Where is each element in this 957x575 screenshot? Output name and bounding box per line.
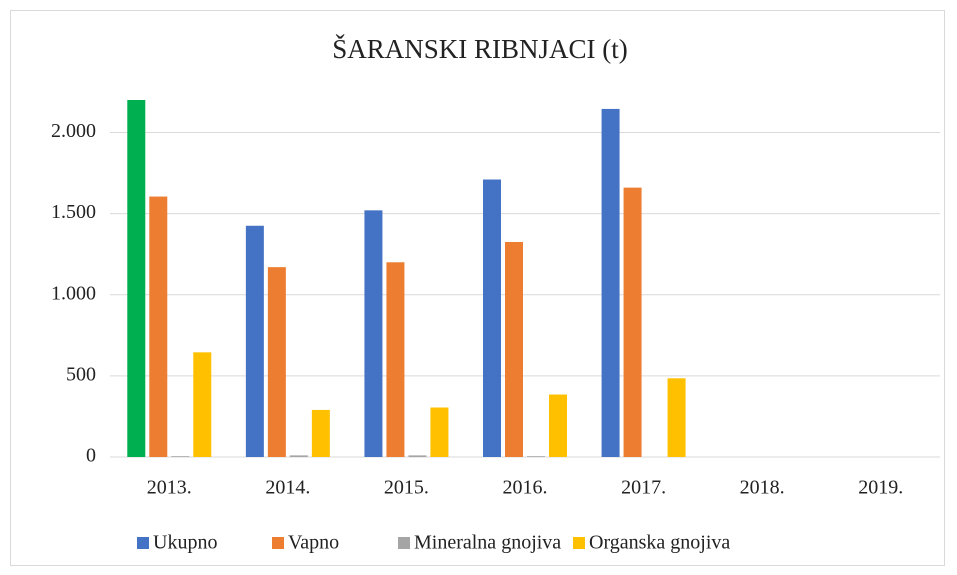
- y-tick-label: 1.000: [51, 282, 96, 304]
- bar: [245, 225, 264, 457]
- chart-title: ŠARANSKI RIBNJACI (t): [332, 34, 628, 64]
- bar: [289, 455, 308, 457]
- legend-swatch: [573, 537, 585, 549]
- bar: [267, 267, 286, 457]
- y-tick-label: 500: [66, 363, 96, 385]
- bar: [430, 407, 449, 457]
- bar: [408, 455, 427, 457]
- x-tick-label: 2014.: [265, 477, 310, 499]
- x-tick-label: 2018.: [740, 477, 785, 499]
- bar: [364, 210, 383, 457]
- legend-label: Mineralna gnojiva: [414, 532, 561, 554]
- bar: [386, 262, 405, 457]
- x-tick-label: 2015.: [384, 477, 429, 499]
- bar: [483, 179, 501, 457]
- bar: [505, 241, 523, 457]
- y-tick-label: 0: [86, 445, 96, 467]
- bar: [149, 196, 168, 457]
- bar: [311, 409, 330, 457]
- legend-swatch: [137, 537, 149, 549]
- bar: [601, 108, 620, 458]
- bar: [667, 378, 686, 457]
- legend-label: Ukupno: [153, 532, 217, 554]
- x-tick-label: 2017.: [621, 477, 666, 499]
- bar: [549, 394, 567, 457]
- x-tick-label: 2013.: [147, 477, 192, 499]
- y-tick-label: 1.500: [51, 201, 96, 223]
- bar: [193, 352, 212, 457]
- y-tick-label: 2.000: [51, 120, 96, 142]
- legend-swatch: [398, 537, 410, 549]
- bar: [623, 187, 642, 458]
- bar: [127, 100, 146, 457]
- bar: [527, 456, 545, 457]
- x-tick-label: 2016.: [503, 477, 548, 499]
- x-tick-label: 2019.: [858, 477, 903, 499]
- bar: [171, 456, 190, 457]
- legend-swatch: [272, 537, 284, 549]
- legend-label: Vapno: [288, 532, 339, 554]
- legend-label: Organska gnojiva: [589, 532, 730, 554]
